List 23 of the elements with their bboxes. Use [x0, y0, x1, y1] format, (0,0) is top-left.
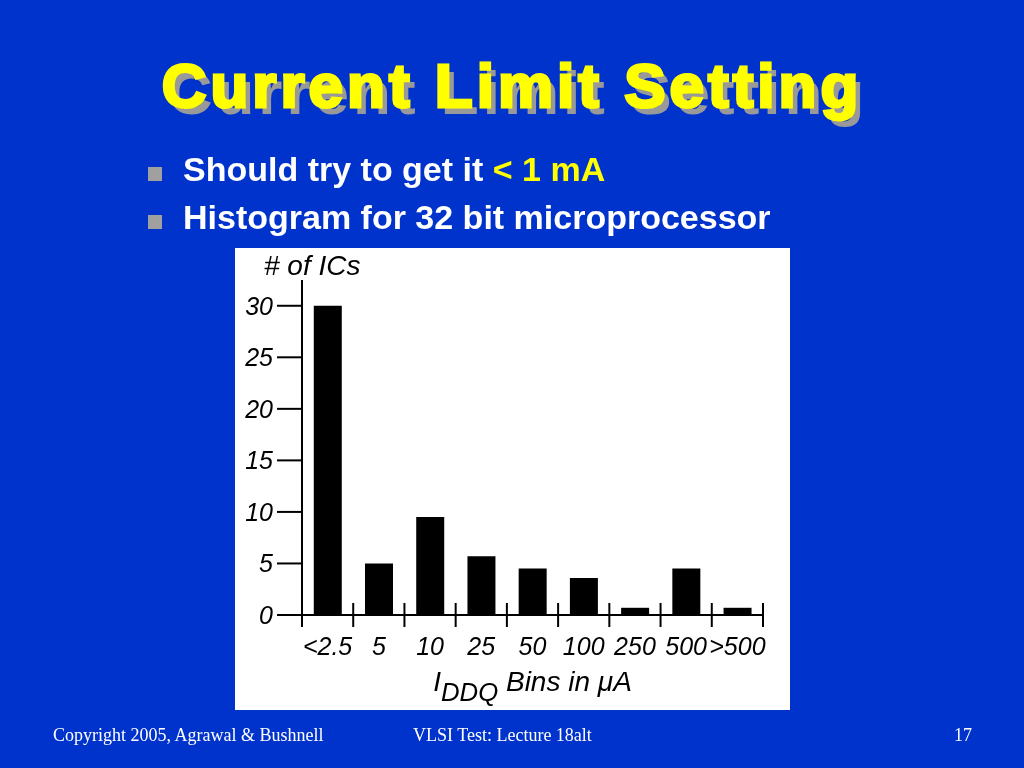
text: Should try to get it: [183, 150, 484, 188]
y-tick-label: 5: [259, 549, 274, 578]
y-tick-label: 15: [245, 446, 274, 475]
y-tick-label: 10: [245, 497, 274, 526]
x-tick-label: 50: [518, 632, 547, 660]
y-tick-label: 0: [259, 600, 274, 629]
x-tick-label: >500: [709, 632, 766, 660]
y-tick-label: 30: [245, 291, 274, 320]
x-tick-label: 500: [665, 632, 708, 660]
x-tick-label: 100: [562, 632, 605, 660]
text: 17: [954, 724, 972, 746]
x-tick-label: 250: [613, 632, 656, 660]
x-tick-label: <2.5: [302, 632, 353, 660]
text: Copyright 2005, Agrawal & Bushnell: [53, 724, 324, 746]
x-tick-label: 25: [466, 632, 496, 660]
text: Histogram for 32 bit microprocessor: [183, 197, 771, 237]
text: < 1 mA: [491, 150, 606, 188]
x-tick-label: 10: [416, 632, 445, 660]
y-tick-label: 25: [244, 343, 274, 372]
y-tick-label: 20: [244, 394, 274, 423]
text: VLSI Test: Lecture 18alt: [413, 724, 592, 746]
x-tick-label: 5: [371, 632, 386, 660]
y-axis-title: # of ICs: [264, 250, 361, 281]
